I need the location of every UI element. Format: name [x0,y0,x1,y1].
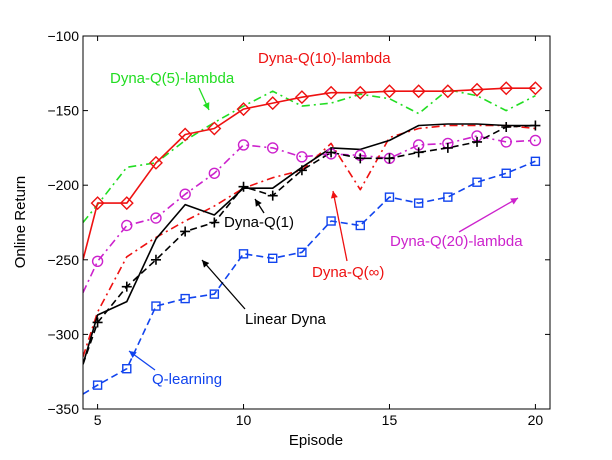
series-line-q-learning [83,160,536,395]
point-q-learning [384,192,395,202]
point-dyna-q-20-lambda [500,136,512,148]
series-line-dyna-q-10-lambda [83,87,536,260]
marker-layer [90,81,543,390]
annotation-arrowhead-linear-dyna [202,260,210,268]
point-dyna-q-10-lambda [440,84,455,99]
y-tick-label: −300 [47,326,79,342]
point-dyna-q-10-lambda [470,82,485,97]
annotation-dyna-q-1: Dyna-Q(1) [224,214,294,231]
point-dyna-q-10-lambda [148,155,163,170]
annotation-arrowhead-dyna-q-20-lambda [510,198,518,205]
point-q-learning [180,293,190,304]
x-tick-label: 15 [382,412,398,428]
y-tick-label: −100 [47,28,79,44]
point-dyna-q-1 [238,181,249,192]
point-q-learning [443,192,453,202]
point-q-learning [92,380,103,390]
point-dyna-q-10-lambda [324,85,339,100]
y-tick-label: −150 [47,103,79,119]
point-dyna-q-10-lambda [178,127,193,142]
point-dyna-q-1 [267,190,278,201]
point-dyna-q-1 [180,226,191,237]
point-dyna-q-20-lambda [150,212,162,224]
annotation-dyna-q-5-lambda: Dyna-Q(5)-lambda [110,70,235,87]
point-dyna-q-20-lambda [179,188,191,200]
annotation-dyna-q-20-lambda: Dyna-Q(20)-lambda [390,233,523,250]
annotation-arrow-dyna-q-20-lambda [458,197,519,233]
series-line-dyna-q-1 [83,124,536,365]
annotation-arrowhead-dyna-q-5-lambda [202,102,210,110]
point-dyna-q-1 [326,147,337,158]
y-axis-label: Online Return [12,176,29,269]
point-dyna-q-20-lambda [296,151,308,163]
point-q-learning [122,364,132,374]
x-tick-label: 20 [528,412,544,428]
annotation-dyna-q-10-lambda: Dyna-Q(10)-lambda [258,50,391,67]
point-q-learning [268,253,278,264]
point-q-learning [297,247,307,258]
point-dyna-q-1 [355,153,366,164]
point-q-learning [326,216,336,226]
point-dyna-q-20-lambda [208,167,221,179]
annotation-arrow-dyna-q-inf [332,190,348,262]
point-dyna-q-20-lambda [237,139,250,151]
tick-layer: 5 10 15 20 −350 −300 −250 −200 −150 −100 [47,28,550,428]
annotation-layer: Dyna-Q(10)-lambda Dyna-Q(5)-lambda Dyna-Q(… [110,50,523,388]
point-dyna-q-20-lambda [267,142,279,154]
point-q-learning [238,249,249,259]
point-q-learning [413,198,424,208]
point-dyna-q-10-lambda [411,84,426,99]
plot-frame [82,35,551,410]
series-line-dyna-q-20-lambda [83,135,536,293]
point-dyna-q-10-lambda [265,96,280,111]
point-dyna-q-1 [384,153,395,164]
point-dyna-q-20-lambda [121,219,133,232]
point-q-learning [472,177,482,187]
point-dyna-q-1 [121,281,132,292]
y-tick-label: −250 [47,252,79,268]
y-tick-label: −200 [47,177,79,193]
point-dyna-q-10-lambda [528,81,543,96]
point-dyna-q-10-lambda [499,81,514,96]
point-dyna-q-10-lambda [90,196,105,211]
x-tick-label: 5 [94,412,102,428]
series-line-dyna-q-5-lambda [83,88,536,224]
point-dyna-q-1 [413,147,424,158]
annotation-arrow-linear-dyna [201,259,246,310]
point-q-learning [151,301,161,311]
point-q-learning [209,289,220,299]
point-dyna-q-10-lambda [119,196,134,211]
point-q-learning [355,220,365,231]
annotation-arrowhead-dyna-q-1 [255,199,262,207]
point-dyna-q-10-lambda [207,121,222,136]
point-dyna-q-1 [530,120,541,131]
point-dyna-q-1 [472,136,483,147]
point-q-learning [530,156,541,167]
point-dyna-q-1 [501,122,512,133]
point-dyna-q-20-lambda [91,255,104,267]
annotation-arrowhead-q-learning [129,351,137,358]
point-q-learning [501,168,511,178]
y-tick-label: −350 [47,401,79,417]
annotation-q-learning: Q-learning [152,371,222,388]
point-dyna-q-10-lambda [236,102,251,117]
point-dyna-q-10-lambda [382,84,397,99]
point-dyna-q-10-lambda [294,90,309,105]
plot-background [83,36,550,409]
point-dyna-q-1 [92,317,103,328]
annotation-arrowhead-dyna-q-inf [330,191,338,199]
point-dyna-q-1 [209,217,220,228]
annotation-dyna-q-inf: Dyna-Q(∞) [312,264,384,281]
point-dyna-q-20-lambda [529,134,542,147]
point-dyna-q-1 [442,142,453,153]
x-axis-label: Episode [289,432,343,449]
annotation-linear-dyna: Linear Dyna [245,311,327,328]
point-dyna-q-10-lambda [353,85,368,100]
x-tick-label: 10 [236,412,252,428]
point-dyna-q-1 [150,254,161,265]
point-dyna-q-1 [296,165,307,176]
